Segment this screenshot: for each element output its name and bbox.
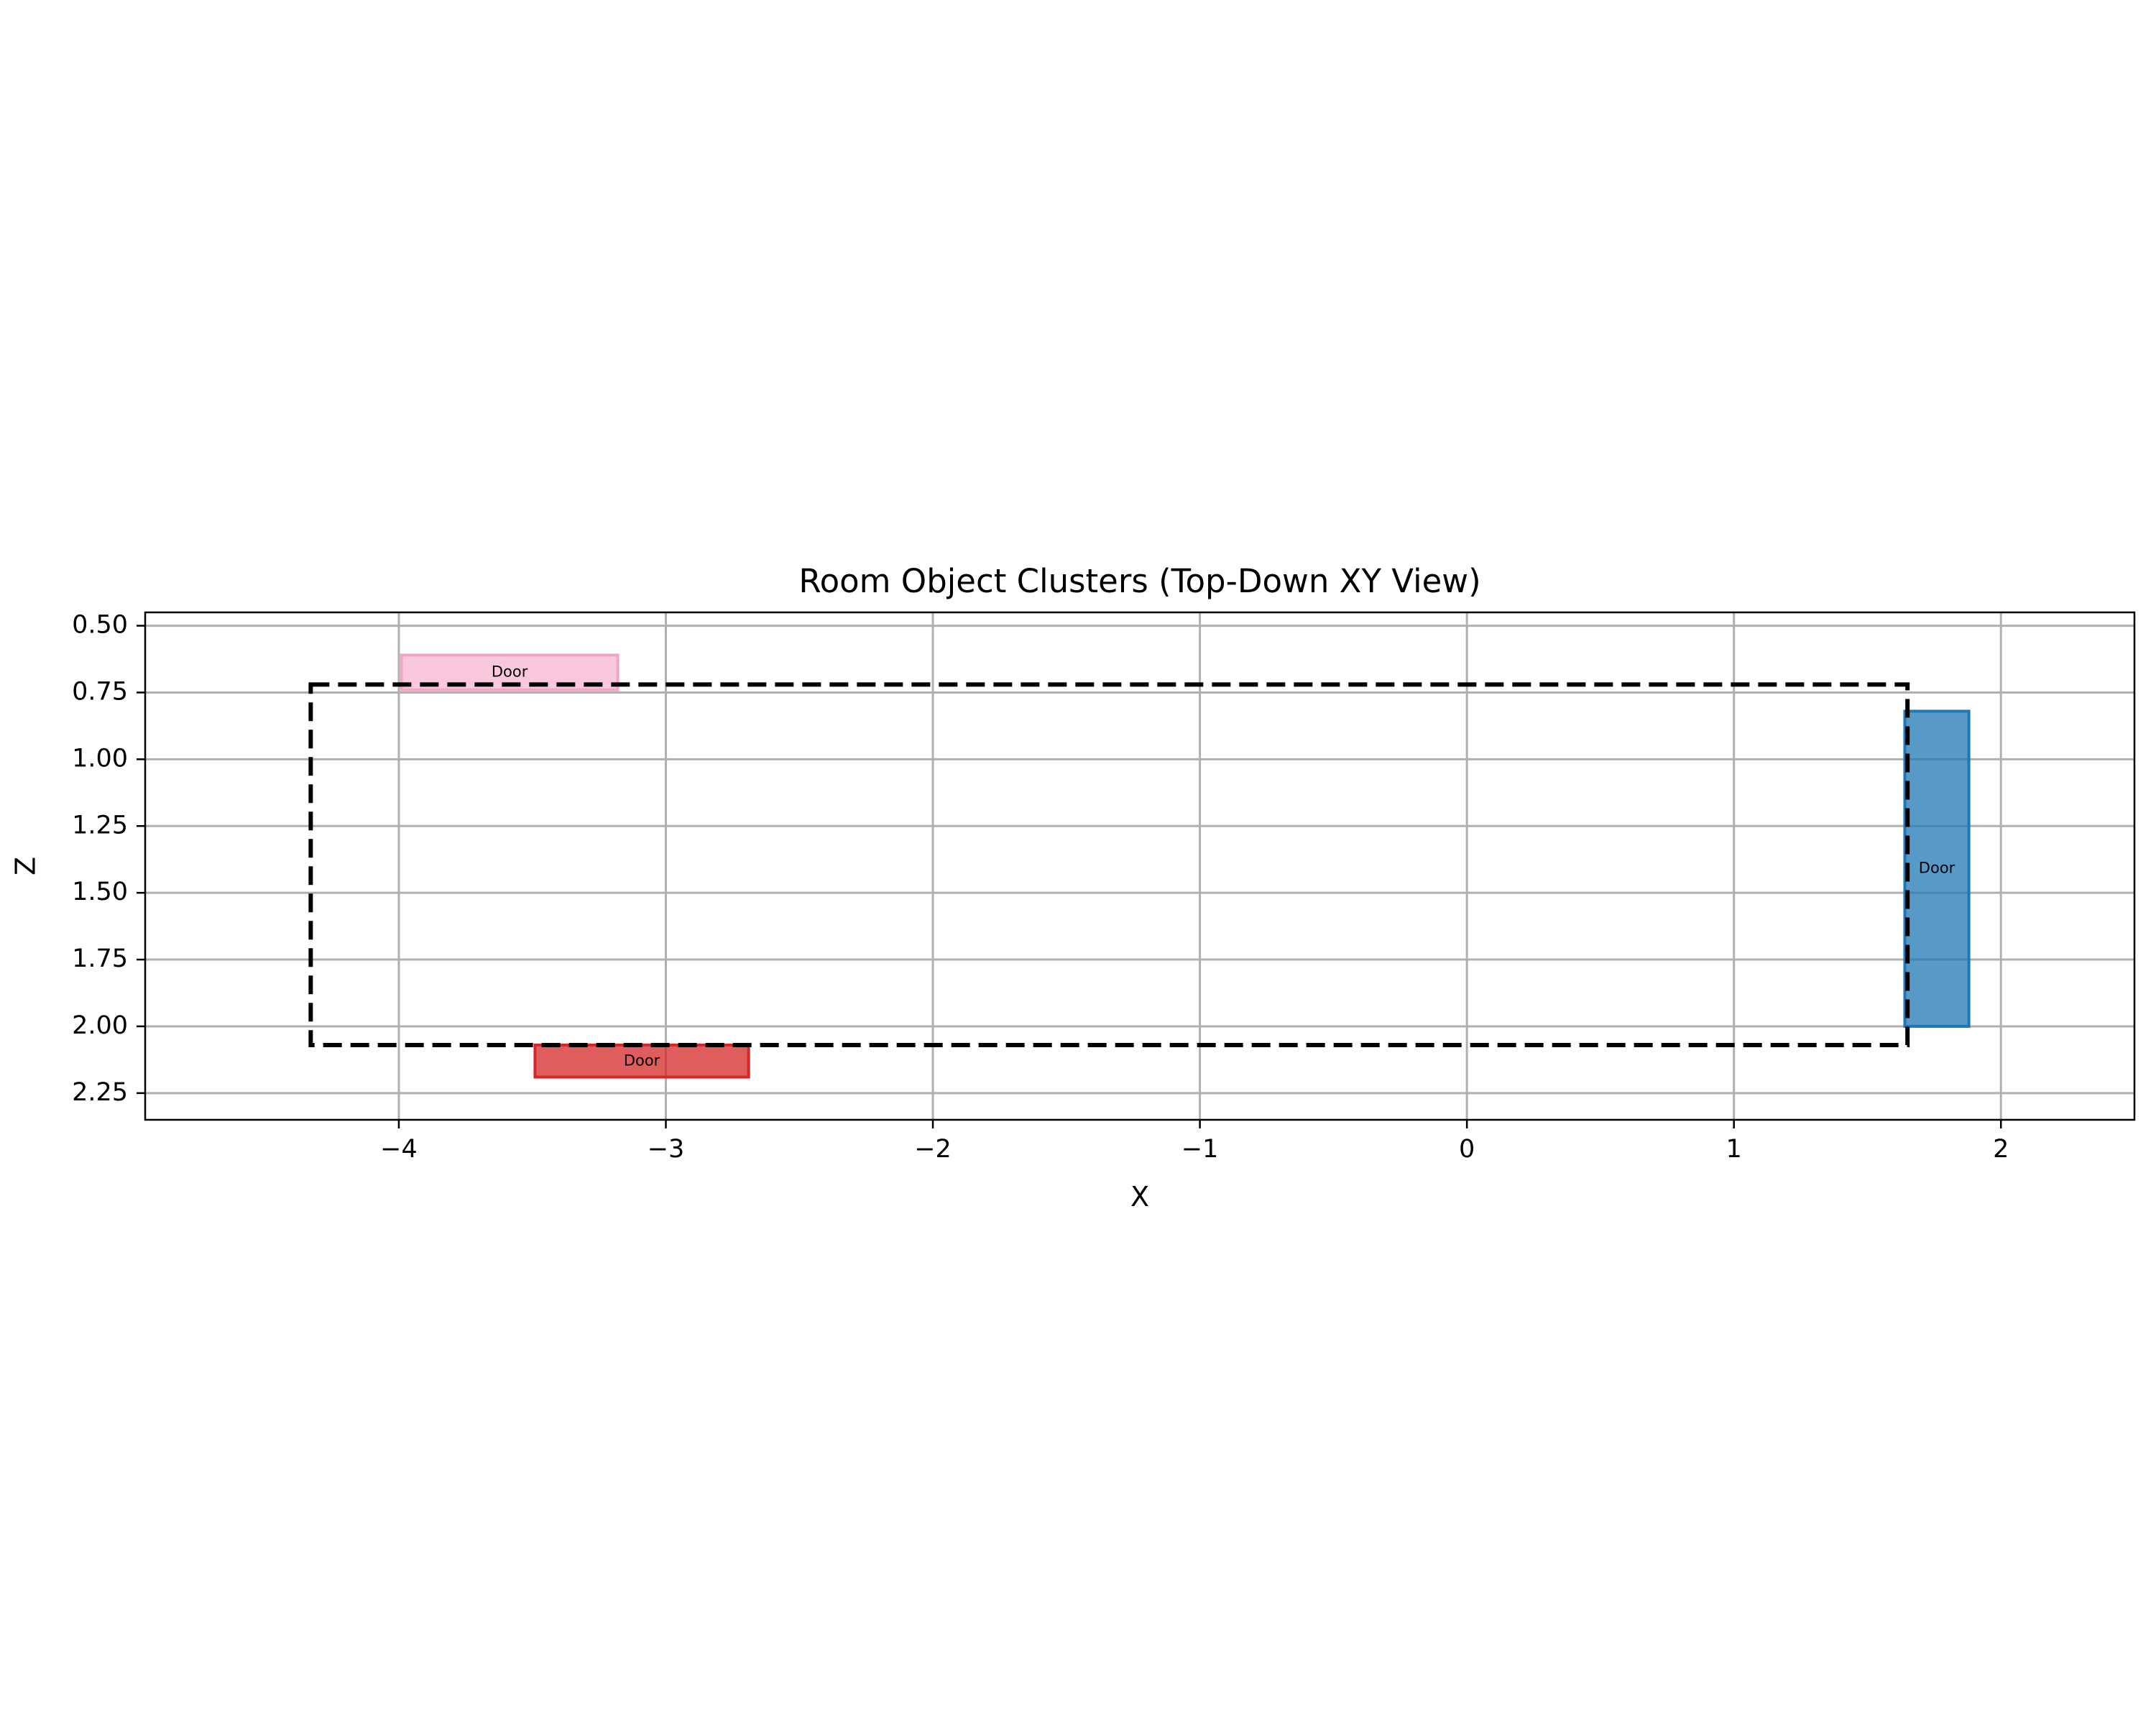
y-tick-label: 0.75 xyxy=(72,677,128,706)
y-tick-label: 0.50 xyxy=(72,611,128,640)
object-clusters xyxy=(400,653,1971,1079)
x-tick-label: −3 xyxy=(648,1135,685,1164)
y-tick-label: 2.25 xyxy=(72,1078,128,1107)
chart-title: Room Object Clusters (Top-Down XY View) xyxy=(798,562,1480,600)
door-cluster-label: Door xyxy=(624,1052,660,1069)
door-cluster-label: Door xyxy=(1919,860,1955,877)
plot-frame xyxy=(144,611,2136,1121)
object-labels: Door Door Door xyxy=(492,663,1955,1070)
y-tick-label: 1.75 xyxy=(72,944,128,973)
room-boundary xyxy=(308,682,1910,1047)
x-tick-label: −2 xyxy=(914,1135,952,1164)
door-cluster-rect xyxy=(1903,709,1971,1028)
y-tick-label: 2.00 xyxy=(72,1011,128,1040)
y-tick-label: 1.50 xyxy=(72,878,128,906)
x-axis-label: X xyxy=(1130,1181,1149,1213)
x-tick-label: 0 xyxy=(1459,1135,1475,1164)
y-axis-label: Z xyxy=(10,857,42,875)
door-cluster-label: Door xyxy=(492,663,528,681)
y-tick-label: 1.25 xyxy=(72,811,128,840)
x-tick-label: −4 xyxy=(380,1135,418,1164)
y-axis-ticks: 0.50 0.75 1.00 1.25 1.50 1.75 2.00 2.25 xyxy=(72,611,145,1107)
grid xyxy=(145,612,2134,1120)
x-tick-label: −1 xyxy=(1181,1135,1219,1164)
x-axis-ticks: −4 −3 −2 −1 0 1 2 xyxy=(380,1120,2009,1164)
x-tick-label: 1 xyxy=(1726,1135,1742,1164)
y-tick-label: 1.00 xyxy=(72,744,128,773)
x-tick-label: 2 xyxy=(1993,1135,2009,1164)
